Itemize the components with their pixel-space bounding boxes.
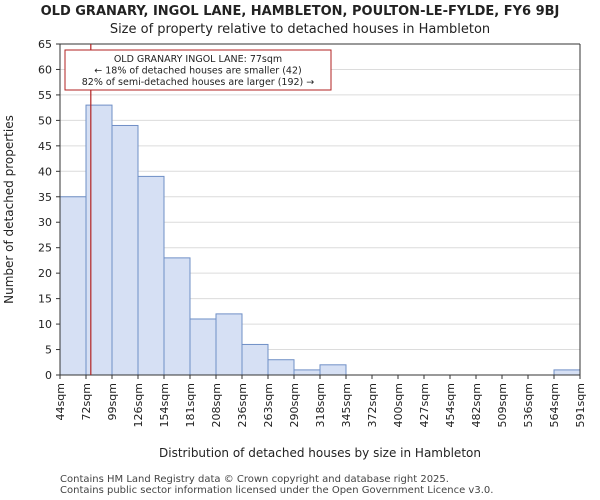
footer-licence: Contains public sector information licen…: [60, 485, 494, 496]
y-tick-label: 0: [45, 369, 52, 382]
y-tick-label: 65: [38, 38, 52, 51]
bar: [215, 313, 243, 376]
y-axis-label: Number of detached properties: [2, 115, 16, 304]
x-tick-label: 181sqm: [184, 383, 197, 427]
annotation-box: [64, 49, 332, 91]
x-axis-label: Distribution of detached houses by size …: [159, 446, 481, 460]
bar: [189, 318, 217, 376]
x-tick-label: 536sqm: [522, 383, 535, 427]
x-tick-label: 400sqm: [392, 383, 405, 427]
bar: [241, 343, 269, 376]
y-tick-label: 5: [45, 344, 52, 357]
footer-copyright: Contains HM Land Registry data © Crown c…: [60, 474, 449, 485]
bar: [163, 257, 191, 376]
bar-chart: 0 5 10 15 20 25 30 35 40 45 50 55 60 65 44sqm 72sqm 99sq…: [2, 38, 587, 460]
bar: [553, 369, 581, 376]
x-tick-label: 263sqm: [262, 383, 275, 427]
y-tick-label: 45: [38, 140, 52, 153]
y-tick-label: 35: [38, 191, 52, 204]
x-tick-label: 72sqm: [80, 383, 93, 420]
annotation-line: ← 18% of detached houses are smaller (42…: [94, 66, 301, 77]
y-tick-label: 25: [38, 242, 52, 255]
x-tick-label: 318sqm: [314, 383, 327, 427]
x-tick-label: 482sqm: [470, 383, 483, 427]
y-tick-label: 55: [38, 89, 52, 102]
bar: [137, 175, 165, 376]
x-tick-label: 208sqm: [210, 383, 223, 427]
y-tick-label: 60: [38, 63, 52, 76]
bar: [111, 124, 139, 376]
x-tick-label: 236sqm: [236, 383, 249, 427]
x-tick-label: 99sqm: [106, 383, 119, 420]
y-tick-label: 20: [38, 267, 52, 280]
x-tick-label: 591sqm: [574, 383, 587, 427]
x-tick-label: 454sqm: [444, 383, 457, 427]
bar: [85, 104, 113, 376]
bar: [59, 196, 87, 376]
bar: [267, 359, 295, 376]
x-tick-label: 372sqm: [366, 383, 379, 427]
bar: [319, 364, 347, 376]
y-tick-label: 15: [38, 293, 52, 306]
annotation-line: 82% of semi-detached houses are larger (…: [82, 77, 315, 88]
x-tick-label: 126sqm: [132, 383, 145, 427]
bar: [293, 369, 321, 376]
y-tick-label: 30: [38, 216, 52, 229]
x-tick-label: 427sqm: [418, 383, 431, 427]
x-tick-label: 509sqm: [496, 383, 509, 427]
x-tick-label: 154sqm: [158, 383, 171, 427]
y-tick-label: 10: [38, 318, 52, 331]
x-tick-label: 564sqm: [548, 383, 561, 427]
x-tick-label: 44sqm: [54, 383, 67, 420]
chart-title: OLD GRANARY, INGOL LANE, HAMBLETON, POUL…: [40, 4, 560, 19]
y-tick-label: 50: [38, 114, 52, 127]
chart-subtitle: Size of property relative to detached ho…: [109, 22, 491, 37]
x-tick-label: 345sqm: [340, 383, 353, 427]
x-tick-label: 290sqm: [288, 383, 301, 427]
annotation-line: OLD GRANARY INGOL LANE: 77sqm: [114, 54, 282, 65]
y-tick-label: 40: [38, 165, 52, 178]
